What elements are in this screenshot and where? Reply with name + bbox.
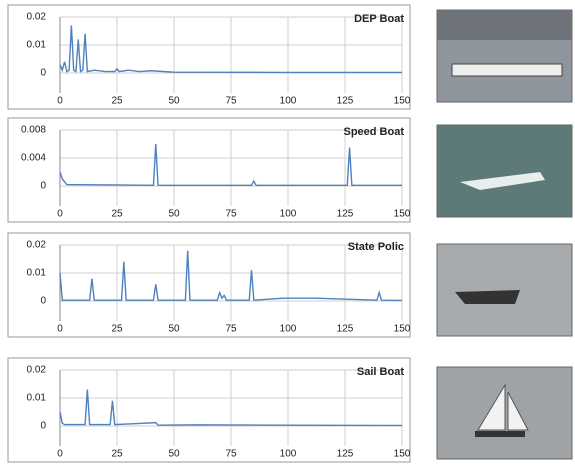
x-tick-label: 100 xyxy=(280,96,297,107)
boat-icon xyxy=(475,431,525,437)
x-tick-label: 125 xyxy=(337,324,354,335)
x-tick-label: 125 xyxy=(337,96,354,107)
chart-title: DEP Boat xyxy=(354,13,404,25)
x-tick-label: 50 xyxy=(168,209,180,220)
x-tick-label: 75 xyxy=(225,324,237,335)
chart-title: Speed Boat xyxy=(343,126,404,138)
figure: 0 25 50 75 100 125 150 0 0.01 0.02 DEP Boat 0 25 50 75… xyxy=(0,0,575,468)
x-tick-label: 150 xyxy=(394,324,411,335)
photo-shore xyxy=(437,10,572,40)
y-tick-label: 0.02 xyxy=(27,12,47,23)
x-tick-label: 0 xyxy=(57,449,63,460)
x-tick-label: 25 xyxy=(111,209,123,220)
y-tick-label: 0 xyxy=(40,181,46,192)
x-tick-label: 25 xyxy=(111,449,123,460)
x-tick-label: 0 xyxy=(57,324,63,335)
x-tick-label: 100 xyxy=(280,324,297,335)
page: {"chart_data": [ {"type": "line", "title… xyxy=(0,0,575,468)
x-tick-label: 150 xyxy=(394,96,411,107)
y-tick-label: 0 xyxy=(40,68,46,79)
x-tick-label: 150 xyxy=(394,209,411,220)
x-tick-label: 75 xyxy=(225,96,237,107)
y-tick-label: 0 xyxy=(40,296,46,307)
x-tick-label: 50 xyxy=(168,449,180,460)
x-tick-label: 75 xyxy=(225,209,237,220)
x-tick-label: 150 xyxy=(394,449,411,460)
boat-icon xyxy=(452,64,562,76)
y-tick-label: 0.008 xyxy=(21,125,46,136)
x-tick-label: 125 xyxy=(337,449,354,460)
y-tick-label: 0.004 xyxy=(21,153,46,164)
x-tick-label: 50 xyxy=(168,324,180,335)
boat-icon xyxy=(455,290,520,304)
chart-title: Sail Boat xyxy=(357,366,404,378)
chart-title: State Polic xyxy=(348,241,404,253)
y-tick-label: 0.01 xyxy=(27,393,47,404)
x-tick-label: 100 xyxy=(280,209,297,220)
y-tick-label: 0.02 xyxy=(27,240,47,251)
y-tick-label: 0.01 xyxy=(27,268,47,279)
photo xyxy=(437,125,572,217)
x-tick-label: 0 xyxy=(57,96,63,107)
x-tick-label: 100 xyxy=(280,449,297,460)
y-tick-label: 0.02 xyxy=(27,365,47,376)
x-tick-label: 25 xyxy=(111,324,123,335)
x-tick-label: 50 xyxy=(168,96,180,107)
photo xyxy=(437,244,572,336)
panel xyxy=(8,358,410,462)
x-tick-label: 0 xyxy=(57,209,63,220)
y-tick-label: 0 xyxy=(40,421,46,432)
x-tick-label: 25 xyxy=(111,96,123,107)
x-tick-label: 75 xyxy=(225,449,237,460)
x-tick-label: 125 xyxy=(337,209,354,220)
photos xyxy=(437,10,572,459)
panel xyxy=(8,5,410,109)
y-tick-label: 0.01 xyxy=(27,40,47,51)
